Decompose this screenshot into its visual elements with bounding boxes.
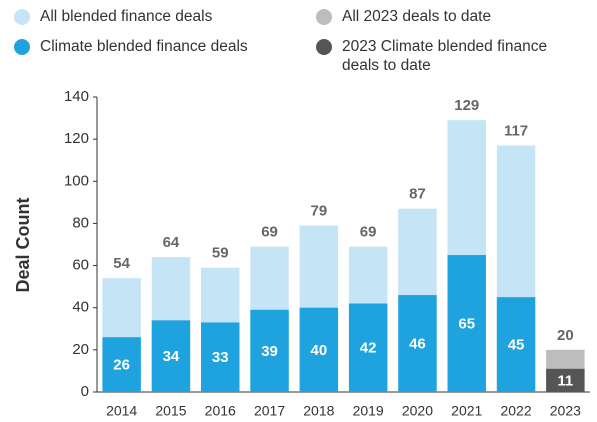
y-tick-label: 80 bbox=[72, 214, 89, 231]
x-tick-label: 2016 bbox=[205, 403, 236, 419]
value-label: 59 bbox=[212, 245, 229, 262]
x-tick-label: 2017 bbox=[254, 403, 285, 419]
bar bbox=[398, 295, 437, 392]
value-label: 64 bbox=[163, 234, 180, 251]
value-label: 117 bbox=[504, 122, 528, 139]
bar bbox=[151, 320, 191, 392]
x-tick-label: 2023 bbox=[550, 403, 581, 419]
legend-swatch bbox=[316, 39, 332, 55]
bar bbox=[201, 322, 240, 392]
legend-swatch bbox=[14, 39, 30, 55]
value-label: 69 bbox=[360, 224, 377, 241]
x-tick-label: 2019 bbox=[353, 403, 384, 419]
y-tick-label: 20 bbox=[72, 341, 89, 358]
value-label: 42 bbox=[360, 340, 377, 357]
legend-label: All 2023 deals to date bbox=[342, 8, 492, 25]
value-label: 79 bbox=[311, 203, 328, 220]
legend-swatch bbox=[316, 9, 332, 25]
x-tick-label: 2022 bbox=[500, 403, 531, 419]
y-tick-label: 40 bbox=[72, 299, 89, 316]
legend-label: Climate blended finance deals bbox=[40, 38, 248, 55]
value-label: 54 bbox=[113, 255, 130, 272]
x-tick-label: 2018 bbox=[303, 403, 334, 419]
x-tick-label: 2020 bbox=[402, 403, 433, 419]
y-tick-label: 140 bbox=[64, 88, 89, 105]
bar bbox=[496, 297, 536, 392]
bar bbox=[102, 337, 141, 392]
legend-label: All blended finance deals bbox=[40, 8, 213, 25]
y-tick-label: 120 bbox=[64, 130, 89, 147]
legend-label: 2023 Climate blended finance deals to da… bbox=[342, 38, 548, 74]
bar bbox=[447, 255, 486, 392]
value-label: 11 bbox=[557, 372, 573, 389]
value-label: 45 bbox=[508, 337, 525, 354]
value-label: 87 bbox=[409, 186, 426, 203]
value-label: 33 bbox=[212, 349, 229, 366]
value-label: 129 bbox=[454, 97, 479, 114]
value-label: 69 bbox=[261, 224, 278, 241]
value-label: 20 bbox=[557, 327, 574, 344]
x-tick-label: 2015 bbox=[155, 403, 186, 419]
value-label: 34 bbox=[163, 348, 180, 365]
x-tick-label: 2014 bbox=[106, 403, 137, 419]
y-axis-label: Deal Count bbox=[13, 197, 33, 292]
bar bbox=[299, 307, 339, 392]
value-label: 40 bbox=[311, 342, 328, 359]
value-label: 65 bbox=[458, 315, 475, 332]
x-tick-label: 2021 bbox=[451, 403, 482, 419]
y-tick-label: 60 bbox=[72, 257, 89, 274]
y-tick-label: 100 bbox=[64, 172, 89, 189]
bar bbox=[348, 303, 388, 392]
value-label: 39 bbox=[261, 343, 278, 360]
value-label: 46 bbox=[409, 336, 426, 353]
value-label: 26 bbox=[113, 357, 130, 374]
legend-swatch bbox=[14, 9, 30, 25]
bar bbox=[250, 309, 289, 392]
bar bbox=[546, 368, 585, 392]
y-tick-label: 0 bbox=[81, 383, 89, 400]
